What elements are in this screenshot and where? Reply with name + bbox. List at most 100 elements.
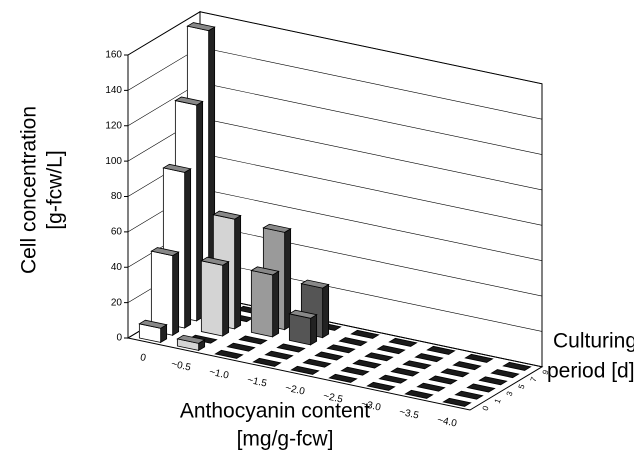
bar-top (200, 256, 230, 266)
bar-top (314, 351, 344, 361)
bar-top (414, 353, 444, 363)
y-tick-label: 80 (111, 191, 123, 202)
bar-top (466, 383, 496, 393)
z-tick-label: 7 (529, 375, 539, 383)
bar-side (234, 214, 242, 330)
y-tick-label: 120 (105, 120, 122, 131)
bar (376, 345, 406, 355)
bar (402, 360, 432, 370)
bar (276, 343, 306, 353)
bar-top (338, 337, 368, 347)
bar-top (288, 309, 318, 319)
bar-top (442, 397, 472, 407)
bar-top (174, 96, 204, 106)
bar-top (490, 369, 520, 379)
bar-top (340, 366, 370, 376)
bar (428, 375, 458, 385)
bar-top (454, 390, 484, 400)
bar (250, 266, 280, 338)
bar-front (200, 260, 224, 337)
bar-top (440, 368, 470, 378)
bar-top (252, 357, 282, 367)
bar (502, 361, 532, 371)
bar (226, 342, 256, 352)
bar (478, 376, 508, 386)
bar (364, 352, 394, 362)
bar-top (350, 329, 380, 339)
bar (414, 353, 444, 363)
x-axis-title: [mg/g-fcw] (237, 428, 334, 451)
bar (440, 368, 470, 378)
y-tick-label: 0 (116, 333, 122, 344)
bar-front (250, 269, 274, 338)
bar (302, 358, 332, 368)
bar (290, 365, 320, 375)
bar-top (276, 343, 306, 353)
bar-side (310, 314, 318, 346)
bar-top (416, 382, 446, 392)
bar-top (150, 247, 180, 257)
bar (214, 349, 244, 359)
bar-side (184, 168, 192, 329)
bar (442, 397, 472, 407)
bar-top (352, 359, 382, 369)
bar-top (502, 361, 532, 371)
x-tick-label: 0 (139, 352, 147, 364)
bar (388, 337, 418, 347)
bar-top (250, 266, 280, 276)
y-tick-label: 100 (105, 156, 122, 167)
x-axis-title: Anthocyanin content (180, 400, 370, 423)
y-tick-label: 20 (111, 297, 123, 308)
bar-top (214, 349, 244, 359)
y-tick-label: 60 (111, 227, 123, 238)
bar (490, 369, 520, 379)
z-axis-title: Culturing (553, 330, 634, 353)
y-axis-title: Cell concentration (18, 106, 41, 274)
bar (326, 344, 356, 354)
bar (366, 381, 396, 391)
bar (352, 359, 382, 369)
bar-top (464, 353, 494, 363)
bar (454, 390, 484, 400)
bar-top (376, 345, 406, 355)
bar (238, 335, 268, 345)
bar-top (402, 360, 432, 370)
bar-top (176, 334, 206, 344)
x-tick-label: ~4.0 (436, 415, 458, 430)
bar-top (328, 373, 358, 383)
bar-top (138, 319, 168, 329)
bar (464, 353, 494, 363)
x-tick-label: ~3.5 (398, 407, 420, 422)
x-tick-label: ~1.5 (246, 375, 268, 390)
bar (416, 382, 446, 392)
bar-front (288, 313, 312, 346)
z-tick-label: 0 (481, 404, 491, 412)
bar-top (404, 389, 434, 399)
bar (150, 247, 180, 336)
bar (452, 361, 482, 371)
bar-top (452, 361, 482, 371)
bar-top (366, 381, 396, 391)
bar-top (326, 344, 356, 354)
bar (328, 373, 358, 383)
x-tick-label: ~1.0 (208, 367, 230, 382)
bar (378, 374, 408, 384)
bar (404, 389, 434, 399)
y-tick-label: 140 (105, 85, 122, 96)
x-tick-label: ~2.0 (284, 383, 306, 398)
bar-top (388, 337, 418, 347)
bar-top (390, 367, 420, 377)
bar (314, 351, 344, 361)
bar-side (222, 260, 230, 337)
x-tick-label: ~0.5 (170, 359, 192, 374)
x-tick-label: ~3.0 (360, 399, 382, 414)
bar (390, 367, 420, 377)
bar-side (272, 270, 280, 338)
bar-top (262, 223, 292, 233)
bar-top (426, 345, 456, 355)
grid-line (127, 11, 543, 85)
bar-top (478, 376, 508, 386)
bar (264, 350, 294, 360)
bar-top (238, 335, 268, 345)
bar (426, 345, 456, 355)
